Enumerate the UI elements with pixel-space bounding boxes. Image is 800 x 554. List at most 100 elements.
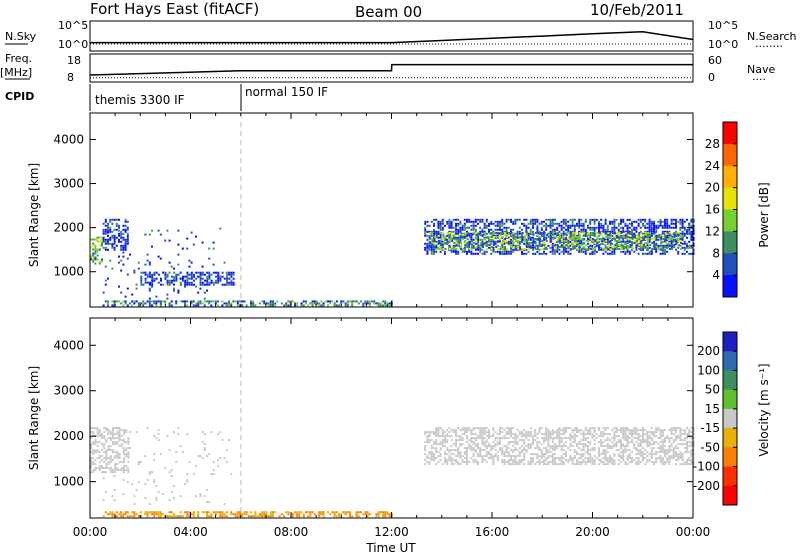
scatter-cell (94, 238, 97, 241)
scatter-cell (512, 242, 515, 244)
scatter-cell (664, 230, 666, 233)
scatter-cell (151, 275, 154, 278)
scatter-cell (263, 302, 266, 305)
scatter-cell (550, 238, 553, 240)
scatter-cell (212, 247, 215, 250)
scatter-cell (516, 234, 519, 237)
scatter-cell (457, 453, 460, 456)
scatter-cell (551, 218, 554, 221)
scatter-cell (626, 240, 629, 243)
scatter-cell (554, 244, 557, 246)
scatter-cell (534, 238, 537, 240)
scatter-cell (626, 457, 629, 460)
scatter-cell (540, 234, 543, 237)
scatter-cell (589, 220, 592, 223)
scatter-cell (681, 234, 684, 237)
scatter-cell (210, 431, 213, 434)
scatter-cell (525, 435, 528, 438)
scatter-cell (104, 491, 107, 494)
scatter-cell (107, 457, 109, 460)
scatter-cell (382, 511, 384, 514)
scatter-cell (580, 242, 583, 245)
scatter-cell (664, 439, 666, 442)
scatter-cell (245, 304, 248, 307)
scatter-cell (441, 435, 444, 438)
scatter-cell (440, 240, 443, 242)
scatter-cell (104, 300, 107, 303)
scatter-cell (466, 250, 468, 253)
scatter-cell (433, 431, 435, 434)
scatter-cell (514, 455, 517, 458)
freq-right-tick-low: 0 (708, 71, 715, 84)
scatter-cell (672, 238, 675, 241)
scatter-cell (646, 252, 649, 255)
scatter-cell (477, 463, 479, 466)
scatter-cell (510, 230, 512, 233)
scatter-cell (631, 232, 634, 234)
scatter-cell (442, 242, 445, 244)
scatter-cell (688, 246, 691, 249)
scatter-cell (309, 511, 312, 514)
scatter-cell (115, 218, 118, 221)
scatter-cell (505, 250, 508, 253)
scatter-cell (653, 435, 655, 438)
scatter-cell (490, 455, 493, 458)
scatter-cell (444, 439, 446, 442)
scatter-cell (159, 453, 162, 456)
scatter-cell (96, 258, 99, 261)
scatter-cell (677, 435, 680, 438)
scatter-cell (217, 273, 220, 276)
scatter-cell (338, 513, 340, 516)
scatter-cell (228, 277, 231, 280)
scatter-cell (105, 427, 108, 430)
scatter-cell (426, 220, 429, 223)
scatter-cell (565, 236, 567, 239)
scatter-cell (122, 300, 125, 303)
scatter-cell (104, 240, 107, 243)
scatter-cell (236, 513, 239, 516)
scatter-cell (648, 252, 651, 255)
scatter-cell (112, 469, 114, 472)
scatter-cell (602, 451, 605, 454)
scatter-cell (162, 283, 165, 286)
scatter-cell (496, 250, 499, 253)
scatter-cell (666, 451, 669, 454)
scatter-cell (672, 226, 675, 229)
scatter-cell (470, 447, 473, 450)
scatter-cell (631, 248, 634, 250)
scatter-cell (92, 469, 95, 472)
scatter-cell (94, 252, 97, 255)
scatter-cell (96, 445, 99, 448)
scatter-cell (639, 236, 642, 239)
scatter-cell (116, 453, 119, 456)
scatter-cell (366, 300, 369, 303)
scatter-cell (107, 234, 109, 237)
scatter-cell (362, 304, 365, 307)
scatter-cell (560, 224, 563, 227)
scatter-cell (109, 236, 112, 239)
scatter-cell (329, 300, 332, 303)
scatter-cell (556, 431, 559, 434)
scatter-cell (580, 218, 583, 221)
scatter-cell (184, 300, 186, 303)
scatter-cell (668, 230, 671, 233)
scatter-cell (573, 429, 576, 432)
scatter-cell (126, 304, 129, 307)
scatter-cell (558, 429, 561, 432)
scatter-cell (592, 238, 594, 240)
scatter-cell (620, 244, 623, 246)
scatter-cell (173, 497, 175, 500)
scatter-cell (107, 229, 109, 232)
scatter-cell (175, 515, 178, 518)
scatter-cell (340, 302, 343, 305)
scatter-cell (135, 300, 138, 303)
scatter-cell (479, 455, 482, 458)
scatter-cell (129, 253, 131, 256)
scatter-cell (638, 248, 641, 250)
scatter-cell (115, 300, 118, 303)
scatter-cell (112, 471, 114, 474)
scatter-cell (144, 279, 147, 282)
scatter-cell (523, 433, 526, 436)
scatter-cell (107, 240, 109, 243)
